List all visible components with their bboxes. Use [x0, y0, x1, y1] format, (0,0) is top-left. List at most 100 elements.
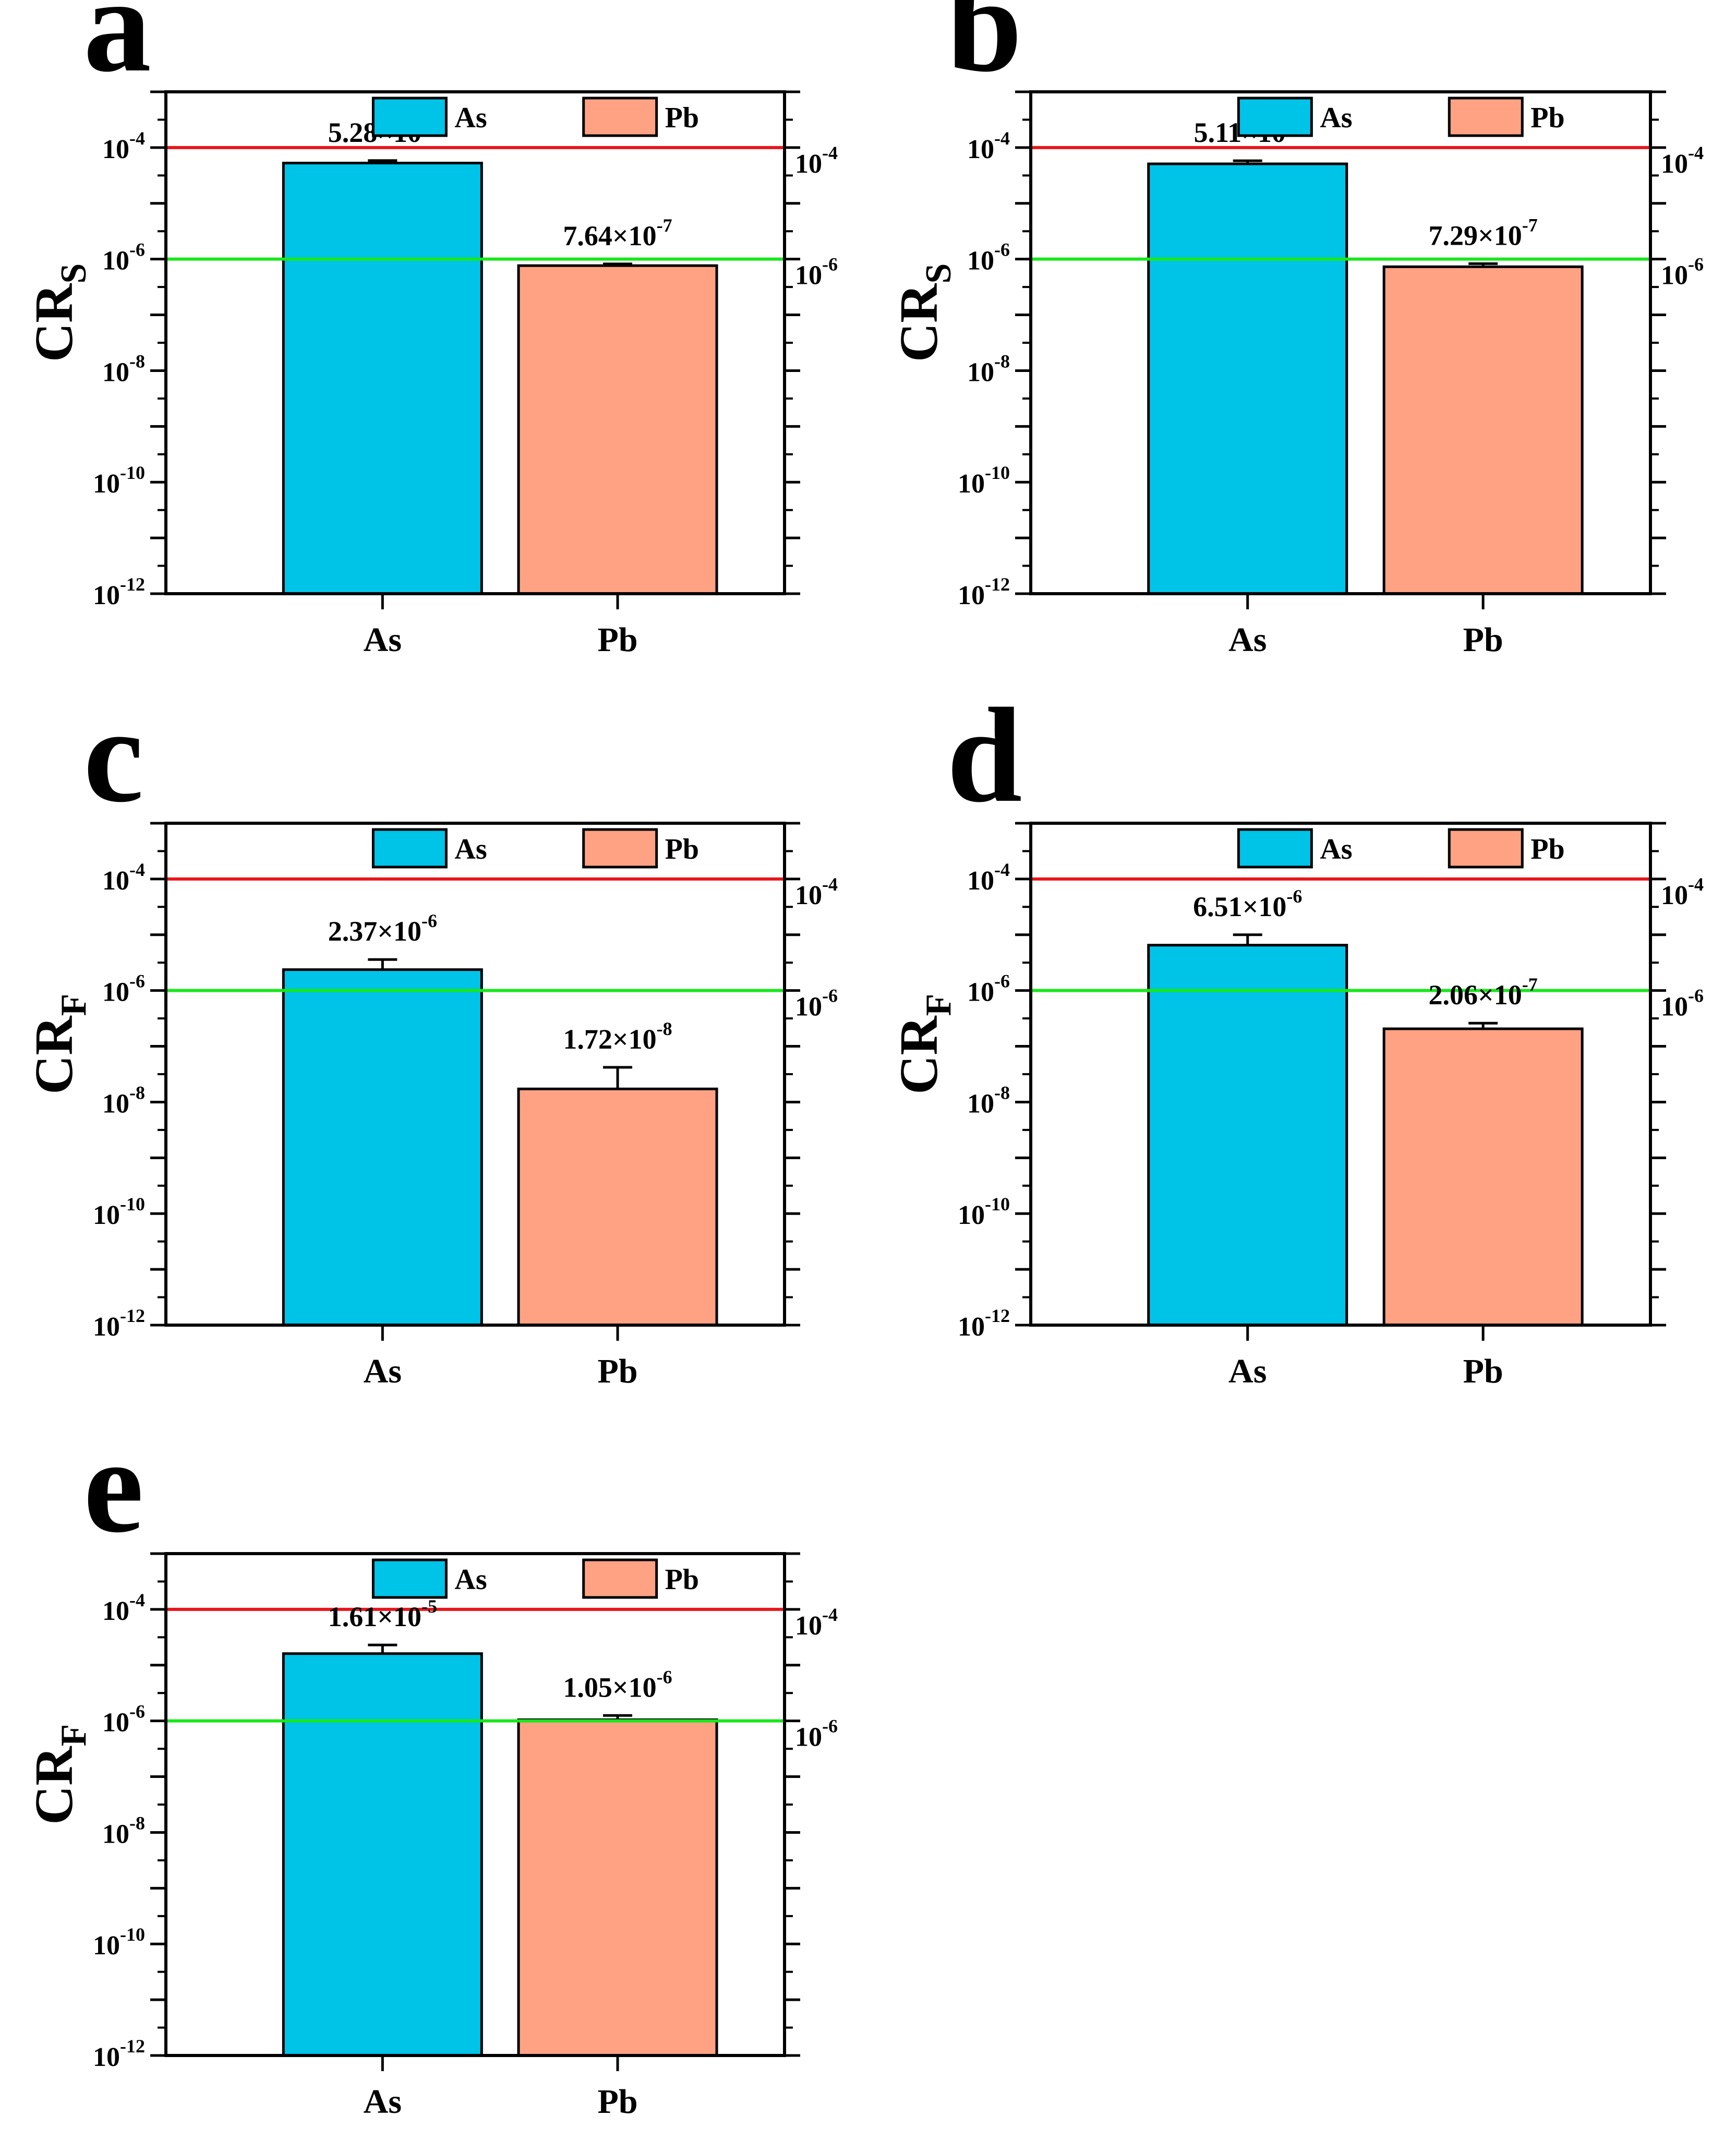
y-tick-label-exp: -6 — [994, 239, 1010, 260]
right-axis-label-base: 10 — [1661, 992, 1688, 1022]
y-tick-label-base: 10 — [958, 1200, 985, 1230]
y-tick-label-exp: -10 — [985, 462, 1010, 483]
legend-label-pb: Pb — [665, 102, 699, 134]
y-tick-label-base: 10 — [102, 1708, 129, 1738]
value-label: 1.61×10-5 — [328, 1596, 437, 1632]
right-axis-label: 10-6 — [1661, 985, 1704, 1022]
y-tick-label: 10-4 — [967, 859, 1010, 896]
value-label-base: 1.05×10 — [563, 1672, 656, 1703]
legend-swatch-pb — [582, 1558, 658, 1599]
y-axis-title-sub: F — [54, 1724, 94, 1747]
value-label: 2.37×10-6 — [328, 910, 437, 947]
y-tick-label-exp: -12 — [985, 574, 1010, 595]
bar-as — [282, 162, 483, 595]
y-tick-label-exp: -4 — [129, 859, 145, 880]
right-axis-label-base: 10 — [795, 149, 822, 179]
y-tick-label-base: 10 — [967, 135, 994, 164]
y-tick-label: 10-10 — [93, 1924, 145, 1961]
right-axis-label-base: 10 — [1661, 881, 1688, 910]
y-tick-label-exp: -12 — [120, 2036, 145, 2057]
y-tick-label-base: 10 — [102, 1819, 129, 1849]
y-tick-label-base: 10 — [93, 581, 120, 610]
y-tick-label: 10-6 — [102, 971, 145, 1007]
y-axis-title-main: CR — [24, 1746, 84, 1825]
right-axis-label: 10-4 — [1661, 142, 1704, 179]
y-tick-label: 10-12 — [93, 574, 145, 610]
y-axis-title-main: CR — [889, 283, 949, 362]
y-tick-label: 10-10 — [958, 462, 1010, 499]
value-label-exp: -6 — [657, 1666, 672, 1687]
bar-pb — [1382, 265, 1584, 595]
y-tick-label: 10-12 — [958, 1305, 1010, 1342]
legend-label-pb: Pb — [665, 833, 699, 865]
y-tick-label: 10-4 — [967, 128, 1010, 164]
chart-panel-d: d10-410-66.51×10-62.06×10-710-1210-1010-… — [889, 680, 1704, 1390]
y-axis-title-sub: S — [54, 263, 94, 284]
value-label-base: 2.37×10 — [328, 916, 421, 947]
y-tick-label: 10-10 — [93, 1194, 145, 1230]
y-tick-label: 10-6 — [102, 1701, 145, 1738]
x-tick-label: As — [1228, 621, 1267, 659]
value-label-exp: -7 — [657, 215, 672, 236]
panel-letter: a — [83, 0, 151, 100]
y-tick-label: 10-4 — [102, 128, 145, 164]
bar-pb — [517, 1087, 718, 1327]
right-axis-label: 10-4 — [795, 1604, 838, 1641]
y-tick-label: 10-8 — [967, 1082, 1010, 1119]
bar-pb — [1382, 1027, 1584, 1327]
y-tick-label: 10-4 — [102, 859, 145, 896]
y-tick-label-exp: -4 — [129, 1590, 145, 1610]
value-label: 7.64×10-7 — [563, 215, 672, 251]
legend-label-pb: Pb — [1530, 833, 1564, 865]
value-label: 7.29×10-7 — [1429, 214, 1538, 251]
right-axis-label-base: 10 — [795, 881, 822, 910]
y-tick-label-base: 10 — [102, 866, 129, 896]
value-label-base: 1.72×10 — [563, 1024, 656, 1055]
right-axis-label-base: 10 — [795, 261, 822, 291]
y-tick-label: 10-10 — [958, 1194, 1010, 1230]
y-tick-label-exp: -10 — [120, 462, 145, 483]
y-tick-label-exp: -10 — [120, 1924, 145, 1945]
value-label-exp: -6 — [421, 910, 437, 931]
y-tick-label-base: 10 — [967, 866, 994, 896]
legend-swatch-pb — [1448, 97, 1524, 137]
y-tick-label-base: 10 — [93, 1931, 120, 1961]
value-label-exp: -7 — [1522, 214, 1538, 235]
y-axis-title: CRS — [889, 263, 959, 362]
bar-as — [1147, 944, 1348, 1327]
right-axis-label-exp: -6 — [1688, 254, 1704, 275]
value-label: 6.51×10-6 — [1193, 886, 1302, 922]
bar-as — [282, 968, 483, 1327]
panel-letter: d — [947, 680, 1022, 831]
x-tick-label: As — [1228, 1352, 1267, 1390]
y-tick-label-base: 10 — [93, 1200, 120, 1230]
y-tick-label-exp: -4 — [994, 128, 1010, 149]
y-tick-label-base: 10 — [102, 357, 129, 387]
right-axis-label: 10-6 — [1661, 254, 1704, 291]
bar-pb — [517, 264, 718, 595]
y-tick-label-base: 10 — [967, 357, 994, 387]
value-label-base: 7.64×10 — [563, 220, 656, 251]
legend-swatch-pb — [582, 97, 658, 137]
y-tick-label-base: 10 — [102, 135, 129, 164]
y-axis-title-main: CR — [24, 1015, 84, 1095]
right-axis-label-exp: -6 — [822, 985, 838, 1006]
y-tick-label: 10-8 — [102, 1082, 145, 1119]
y-tick-label: 10-8 — [102, 1812, 145, 1849]
legend-swatch-as — [371, 1558, 448, 1599]
y-axis-title: CRS — [24, 263, 94, 362]
value-label-base: 6.51×10 — [1193, 891, 1286, 922]
y-tick-label: 10-12 — [93, 2036, 145, 2072]
y-tick-label-base: 10 — [958, 1312, 985, 1342]
legend-swatch-as — [371, 828, 448, 869]
right-axis-label-base: 10 — [795, 1611, 822, 1641]
panel-letter: c — [83, 680, 143, 831]
y-tick-label-base: 10 — [102, 246, 129, 276]
y-axis-title: CRF — [24, 1724, 94, 1825]
y-tick-label-exp: -6 — [129, 1701, 145, 1722]
right-axis-label-base: 10 — [1661, 149, 1688, 179]
legend-label-as: As — [454, 1564, 487, 1596]
y-tick-label-base: 10 — [958, 469, 985, 499]
right-axis-label-base: 10 — [1661, 261, 1688, 291]
value-label: 1.05×10-6 — [563, 1666, 672, 1703]
